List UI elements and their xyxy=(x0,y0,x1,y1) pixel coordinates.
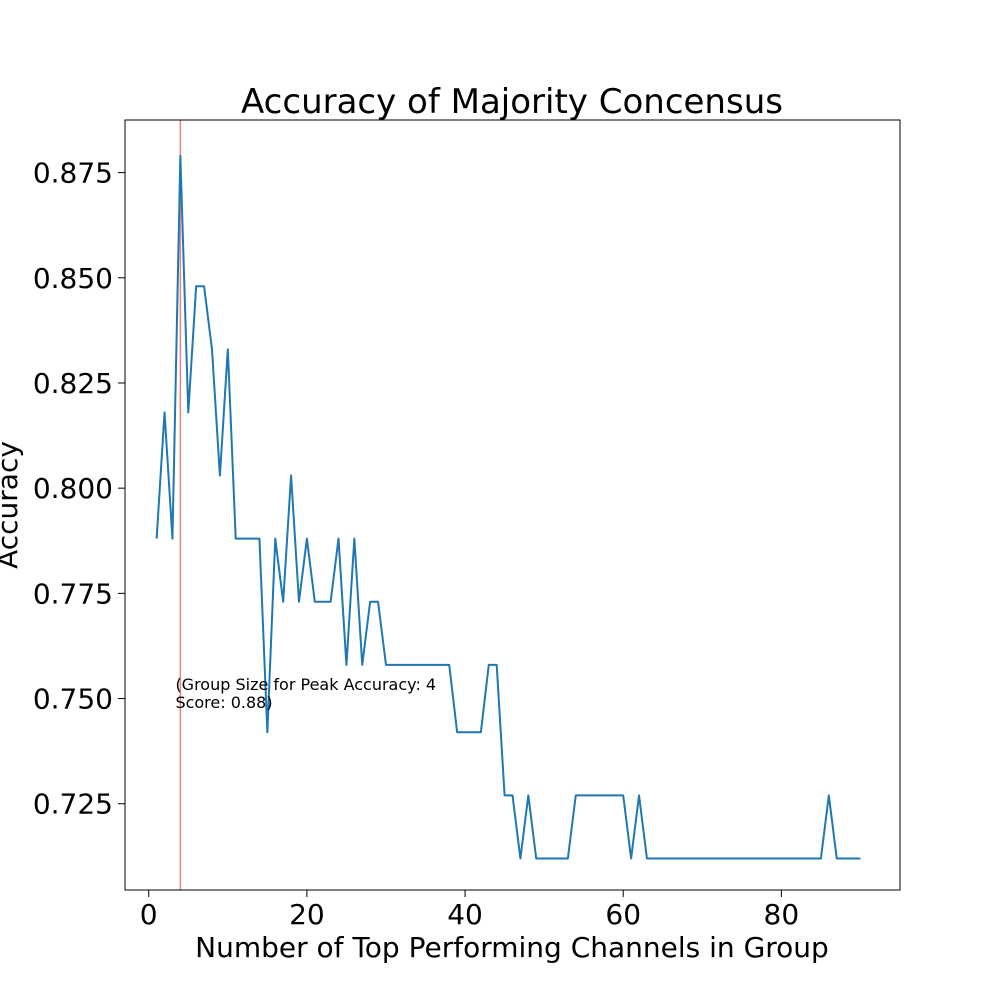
x-axis-label: Number of Top Performing Channels in Gro… xyxy=(195,931,829,964)
peak-annotation-line-2: Score: 0.88) xyxy=(175,693,272,712)
plot-frame xyxy=(124,119,901,891)
peak-annotation: (Group Size for Peak Accuracy: 4 Score: … xyxy=(175,675,441,712)
y-tick-label: 0.850 xyxy=(33,262,113,295)
peak-annotation-line-1: (Group Size for Peak Accuracy: 4 xyxy=(175,675,436,694)
x-tick-label: 80 xyxy=(764,898,800,931)
y-tick-label: 0.800 xyxy=(33,472,113,505)
x-tick-label: 20 xyxy=(289,898,325,931)
y-tick-label: 0.750 xyxy=(33,683,113,716)
y-tick-label: 0.825 xyxy=(33,367,113,400)
x-tick-label: 0 xyxy=(140,898,158,931)
y-tick-label: 0.725 xyxy=(33,788,113,821)
chart-title: Accuracy of Majority Concensus xyxy=(241,82,783,122)
x-tick-label: 60 xyxy=(605,898,641,931)
x-tick-label: 40 xyxy=(447,898,483,931)
x-axis: 0 20 40 60 80 xyxy=(140,890,799,931)
y-tick-label: 0.775 xyxy=(33,577,113,610)
plot-area xyxy=(155,120,861,890)
y-axis: 0.725 0.750 0.775 0.800 0.825 0.850 0.875 xyxy=(33,157,125,821)
series-line xyxy=(155,154,861,860)
y-axis-label: Accuracy xyxy=(0,441,24,569)
y-tick-label: 0.875 xyxy=(33,157,113,190)
